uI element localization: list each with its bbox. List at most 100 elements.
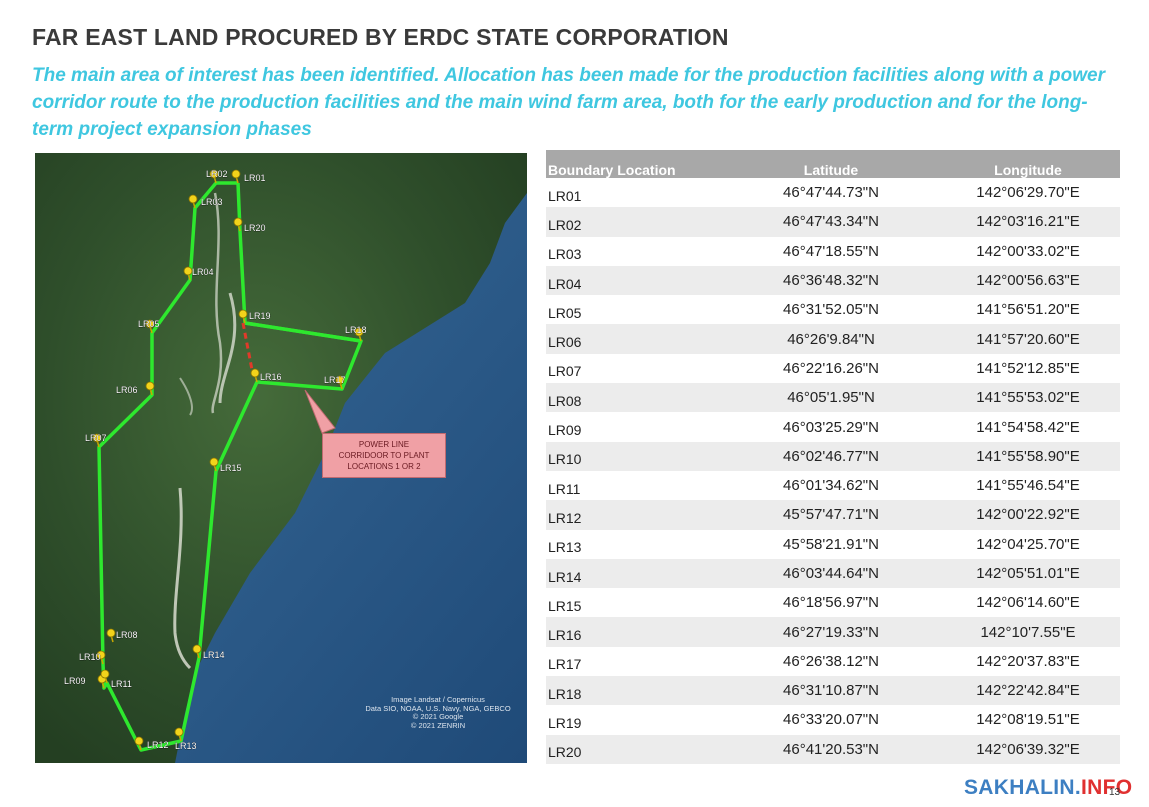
cell-latitude: 46°05'1.95"N xyxy=(726,383,936,413)
pushpin-marker[interactable]: LR18 xyxy=(345,325,367,342)
pushpin-icon xyxy=(134,736,144,746)
pushpin-icon xyxy=(174,727,184,737)
pushpin-marker[interactable]: LR13 xyxy=(174,727,197,751)
cell-location: LR11 xyxy=(548,480,581,497)
marker-label: LR16 xyxy=(260,372,282,382)
cell-longitude: 142°00'33.02"E xyxy=(976,242,1080,260)
table-header-row: Boundary Location Latitude Longitude xyxy=(546,150,1120,178)
pushpin-icon xyxy=(100,669,110,679)
marker-label: LR01 xyxy=(244,173,266,183)
ridge-1 xyxy=(211,192,223,414)
marker-label: LR07 xyxy=(85,433,107,443)
pushpin-marker[interactable]: LR08 xyxy=(106,628,138,643)
cell-longitude: 142°06'39.32"E xyxy=(936,734,1120,764)
header-longitude: Longitude xyxy=(936,150,1120,178)
cell-latitude: 46°26'9.84"N xyxy=(726,324,936,354)
marker-label: LR19 xyxy=(249,311,271,321)
credit-line: © 2021 ZENRIN xyxy=(410,720,466,730)
cell-latitude: 45°57'47.71"N xyxy=(726,500,936,530)
pushpin-icon xyxy=(145,319,155,329)
pushpin-marker[interactable]: LR04 xyxy=(183,266,214,281)
marker-label: LR10 xyxy=(79,652,101,662)
coordinates-table: Boundary Location Latitude Longitude LR0… xyxy=(546,150,1120,764)
table-row: LR16 46°27'19.33"N 142°10'7.55"E xyxy=(546,617,1120,647)
power-line-callout: POWER LINE CORRIDOOR TO PLANT LOCATIONS … xyxy=(322,433,446,478)
cell-location: LR20 xyxy=(546,734,726,764)
page-subtitle: The main area of interest has been ident… xyxy=(32,65,1105,140)
marker-label: LR04 xyxy=(192,267,214,277)
cell-location: LR15 xyxy=(548,597,582,614)
cell-location: LR04 xyxy=(546,265,726,296)
cell-latitude: 46°31'52.05"N xyxy=(783,301,879,319)
pushpin-icon xyxy=(106,628,116,638)
table-row: LR15 46°18'56.97"N 142°06'14.60"E xyxy=(546,588,1120,617)
cell-longitude: 141°52'12.85"E xyxy=(976,359,1080,377)
table-row: LR13 45°58'21.91"N 142°04'25.70"E xyxy=(546,530,1120,559)
marker-label: LR20 xyxy=(244,223,266,233)
pushpin-icon xyxy=(96,650,106,660)
cell-location: LR16 xyxy=(546,617,726,647)
cell-location: LR08 xyxy=(546,383,726,413)
pushpin-icon xyxy=(209,169,219,179)
cell-location: LR13 xyxy=(548,539,582,556)
cell-longitude: 141°54'58.42"E xyxy=(976,418,1080,436)
cell-longitude: 141°55'46.54"E xyxy=(976,477,1080,495)
cell-longitude: 142°05'51.01"E xyxy=(936,558,1120,589)
cell-latitude: 46°26'38.12"N xyxy=(783,652,879,670)
cell-location: LR17 xyxy=(548,656,582,673)
cell-latitude: 46°47'43.34"N xyxy=(726,207,936,237)
cell-longitude: 141°55'58.90"E xyxy=(936,441,1120,471)
table-row: LR04 46°36'48.32"N 142°00'56.63"E xyxy=(546,265,1120,296)
pushpin-marker[interactable]: LR14 xyxy=(192,644,225,660)
pushpin-marker[interactable]: LR01 xyxy=(231,169,266,184)
sakhalin-info-logo[interactable]: SAKHALIN.INFO xyxy=(964,776,1132,800)
marker-label: LR08 xyxy=(116,630,138,640)
cell-latitude: 46°47'18.55"N xyxy=(783,242,879,260)
markers: LR01 LR02 LR03 LR20 LR04 LR19 LR05 LR18 LR06 LR16… xyxy=(64,169,367,751)
pushpin-marker[interactable]: LR17 xyxy=(324,375,346,390)
marker-label: LR05 xyxy=(138,319,160,329)
cell-latitude: 46°03'25.29"N xyxy=(783,418,879,436)
pushpin-marker[interactable]: LR02 xyxy=(206,169,228,184)
cell-longitude: 142°06'14.60"E xyxy=(976,594,1080,612)
marker-label: LR17 xyxy=(324,375,346,385)
callout-line: LOCATIONS 1 OR 2 xyxy=(347,462,421,471)
pushpin-marker[interactable]: LR12 xyxy=(134,736,169,751)
pushpin-icon xyxy=(145,381,155,391)
table-row: LR03 46°47'18.55"N 142°00'33.02"E xyxy=(546,237,1120,266)
map-canvas: LR01 LR02 LR03 LR20 LR04 LR19 LR05 LR18 LR06 LR16… xyxy=(35,153,527,763)
cell-location: LR12 xyxy=(546,500,726,530)
credit-line: Image Landsat / Copernicus xyxy=(391,695,485,704)
pushpin-marker[interactable]: LR16 xyxy=(250,368,282,383)
pushpin-marker[interactable]: LR20 xyxy=(233,217,266,233)
pushpin-marker[interactable]: LR19 xyxy=(238,309,271,324)
pushpin-marker[interactable]: LR07 xyxy=(85,433,107,448)
cell-latitude: 46°41'20.53"N xyxy=(726,734,936,764)
pushpin-icon xyxy=(354,327,364,337)
cell-latitude: 46°18'56.97"N xyxy=(783,594,879,612)
pushpin-marker[interactable]: LR15 xyxy=(209,457,242,473)
cell-latitude: 46°03'44.64"N xyxy=(726,558,936,589)
pushpin-marker[interactable]: LR03 xyxy=(188,194,223,209)
table-row: LR19 46°33'20.07"N 142°08'19.51"E xyxy=(546,705,1120,734)
header-latitude: Latitude xyxy=(726,150,936,178)
brand-text-a: SAKHALIN. xyxy=(964,776,1082,799)
ridge-3 xyxy=(179,377,193,416)
pushpin-marker[interactable]: LR06 xyxy=(116,381,155,396)
cell-location: LR19 xyxy=(548,714,582,731)
table-row: LR07 46°22'16.26"N 141°52'12.85"E xyxy=(546,354,1120,383)
cell-location: LR07 xyxy=(548,363,582,380)
pushpin-marker[interactable]: LR05 xyxy=(138,319,160,334)
power-line-corridor xyxy=(241,322,255,376)
pushpin-icon xyxy=(192,644,202,654)
header-boundary-location: Boundary Location xyxy=(546,150,726,178)
cell-latitude: 46°01'34.62"N xyxy=(783,477,879,495)
credit-line: © 2021 Google xyxy=(412,712,464,721)
boundary-line xyxy=(97,181,363,752)
pushpin-marker[interactable]: LR10 xyxy=(79,650,106,665)
cell-latitude: 46°02'46.77"N xyxy=(726,441,936,471)
pushpin-marker[interactable]: LR11 xyxy=(100,669,132,689)
satellite-map: LR01 LR02 LR03 LR20 LR04 LR19 LR05 LR18 LR06 LR16… xyxy=(35,153,527,763)
table-row: LR05 46°31'52.05"N 141°56'51.20"E xyxy=(546,295,1120,324)
landmass xyxy=(35,153,527,763)
